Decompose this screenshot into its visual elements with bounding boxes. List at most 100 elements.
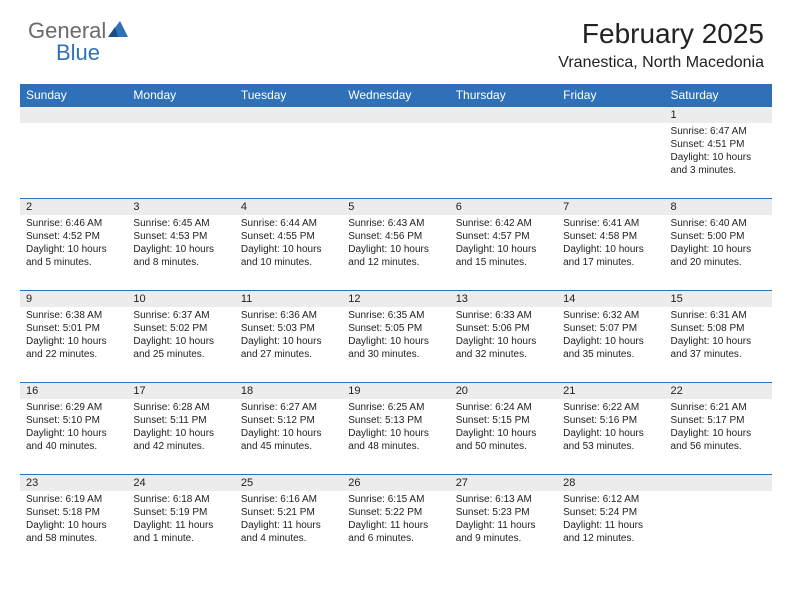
day-details: Sunrise: 6:12 AMSunset: 5:24 PMDaylight:… [557,491,664,547]
daylight-line: Daylight: 10 hours and 30 minutes. [348,335,443,361]
day-number: 6 [450,199,557,215]
sunrise-line: Sunrise: 6:13 AM [456,493,551,506]
day-number: 23 [20,475,127,491]
weekday-header: Wednesday [342,84,449,107]
day-number [20,107,127,123]
sunrise-line: Sunrise: 6:45 AM [133,217,228,230]
sunset-line: Sunset: 4:52 PM [26,230,121,243]
calendar-day-cell: 2Sunrise: 6:46 AMSunset: 4:52 PMDaylight… [20,199,127,291]
daylight-line: Daylight: 10 hours and 37 minutes. [671,335,766,361]
sunrise-line: Sunrise: 6:28 AM [133,401,228,414]
day-number: 27 [450,475,557,491]
day-details: Sunrise: 6:13 AMSunset: 5:23 PMDaylight:… [450,491,557,547]
day-number: 14 [557,291,664,307]
location: Vranestica, North Macedonia [558,54,764,72]
sunset-line: Sunset: 5:23 PM [456,506,551,519]
sunset-line: Sunset: 5:03 PM [241,322,336,335]
day-number [665,475,772,491]
sunrise-line: Sunrise: 6:41 AM [563,217,658,230]
day-details: Sunrise: 6:35 AMSunset: 5:05 PMDaylight:… [342,307,449,363]
day-number: 8 [665,199,772,215]
brand-logo: General Blue [28,18,130,66]
sunrise-line: Sunrise: 6:12 AM [563,493,658,506]
sunrise-line: Sunrise: 6:47 AM [671,125,766,138]
day-number: 22 [665,383,772,399]
sunset-line: Sunset: 4:53 PM [133,230,228,243]
calendar-day-cell: 10Sunrise: 6:37 AMSunset: 5:02 PMDayligh… [127,291,234,383]
calendar-day-cell [235,107,342,199]
day-number [235,107,342,123]
sunrise-line: Sunrise: 6:35 AM [348,309,443,322]
calendar-day-cell: 5Sunrise: 6:43 AMSunset: 4:56 PMDaylight… [342,199,449,291]
sunset-line: Sunset: 4:56 PM [348,230,443,243]
day-number: 25 [235,475,342,491]
weekday-header: Tuesday [235,84,342,107]
daylight-line: Daylight: 10 hours and 15 minutes. [456,243,551,269]
sunset-line: Sunset: 4:58 PM [563,230,658,243]
sunset-line: Sunset: 5:21 PM [241,506,336,519]
day-number: 20 [450,383,557,399]
sunrise-line: Sunrise: 6:38 AM [26,309,121,322]
weekday-header: Saturday [665,84,772,107]
sunrise-line: Sunrise: 6:37 AM [133,309,228,322]
calendar-day-cell: 9Sunrise: 6:38 AMSunset: 5:01 PMDaylight… [20,291,127,383]
sunset-line: Sunset: 5:01 PM [26,322,121,335]
day-number: 3 [127,199,234,215]
day-details: Sunrise: 6:22 AMSunset: 5:16 PMDaylight:… [557,399,664,455]
day-details: Sunrise: 6:44 AMSunset: 4:55 PMDaylight:… [235,215,342,271]
calendar-day-cell: 27Sunrise: 6:13 AMSunset: 5:23 PMDayligh… [450,475,557,567]
sunset-line: Sunset: 4:51 PM [671,138,766,151]
month-title: February 2025 [558,18,764,50]
day-number: 28 [557,475,664,491]
day-details: Sunrise: 6:40 AMSunset: 5:00 PMDaylight:… [665,215,772,271]
calendar-day-cell: 16Sunrise: 6:29 AMSunset: 5:10 PMDayligh… [20,383,127,475]
day-details: Sunrise: 6:29 AMSunset: 5:10 PMDaylight:… [20,399,127,455]
sunrise-line: Sunrise: 6:40 AM [671,217,766,230]
weekday-header: Sunday [20,84,127,107]
weekday-header: Monday [127,84,234,107]
calendar-day-cell: 3Sunrise: 6:45 AMSunset: 4:53 PMDaylight… [127,199,234,291]
day-details: Sunrise: 6:36 AMSunset: 5:03 PMDaylight:… [235,307,342,363]
daylight-line: Daylight: 10 hours and 20 minutes. [671,243,766,269]
sunset-line: Sunset: 5:07 PM [563,322,658,335]
day-details: Sunrise: 6:45 AMSunset: 4:53 PMDaylight:… [127,215,234,271]
sunrise-line: Sunrise: 6:22 AM [563,401,658,414]
daylight-line: Daylight: 10 hours and 53 minutes. [563,427,658,453]
sunset-line: Sunset: 5:18 PM [26,506,121,519]
sunset-line: Sunset: 5:17 PM [671,414,766,427]
sunrise-line: Sunrise: 6:27 AM [241,401,336,414]
sunrise-line: Sunrise: 6:19 AM [26,493,121,506]
daylight-line: Daylight: 10 hours and 3 minutes. [671,151,766,177]
day-number: 18 [235,383,342,399]
title-block: February 2025 Vranestica, North Macedoni… [558,18,764,72]
calendar-week-row: 23Sunrise: 6:19 AMSunset: 5:18 PMDayligh… [20,475,772,567]
sunset-line: Sunset: 5:22 PM [348,506,443,519]
sunrise-line: Sunrise: 6:32 AM [563,309,658,322]
sunrise-line: Sunrise: 6:43 AM [348,217,443,230]
day-details: Sunrise: 6:19 AMSunset: 5:18 PMDaylight:… [20,491,127,547]
daylight-line: Daylight: 10 hours and 27 minutes. [241,335,336,361]
calendar-day-cell: 24Sunrise: 6:18 AMSunset: 5:19 PMDayligh… [127,475,234,567]
day-details: Sunrise: 6:33 AMSunset: 5:06 PMDaylight:… [450,307,557,363]
calendar-day-cell: 17Sunrise: 6:28 AMSunset: 5:11 PMDayligh… [127,383,234,475]
day-number: 24 [127,475,234,491]
header: General Blue February 2025 Vranestica, N… [0,0,792,80]
calendar-day-cell: 12Sunrise: 6:35 AMSunset: 5:05 PMDayligh… [342,291,449,383]
day-number: 11 [235,291,342,307]
day-number: 19 [342,383,449,399]
day-number: 16 [20,383,127,399]
day-number: 17 [127,383,234,399]
day-number [342,107,449,123]
sunrise-line: Sunrise: 6:44 AM [241,217,336,230]
daylight-line: Daylight: 10 hours and 10 minutes. [241,243,336,269]
calendar-week-row: 16Sunrise: 6:29 AMSunset: 5:10 PMDayligh… [20,383,772,475]
day-number: 21 [557,383,664,399]
day-details: Sunrise: 6:27 AMSunset: 5:12 PMDaylight:… [235,399,342,455]
calendar-day-cell: 4Sunrise: 6:44 AMSunset: 4:55 PMDaylight… [235,199,342,291]
sunset-line: Sunset: 5:06 PM [456,322,551,335]
calendar-day-cell: 15Sunrise: 6:31 AMSunset: 5:08 PMDayligh… [665,291,772,383]
calendar-day-cell [665,475,772,567]
weekday-header: Friday [557,84,664,107]
day-number [127,107,234,123]
calendar-week-row: 9Sunrise: 6:38 AMSunset: 5:01 PMDaylight… [20,291,772,383]
